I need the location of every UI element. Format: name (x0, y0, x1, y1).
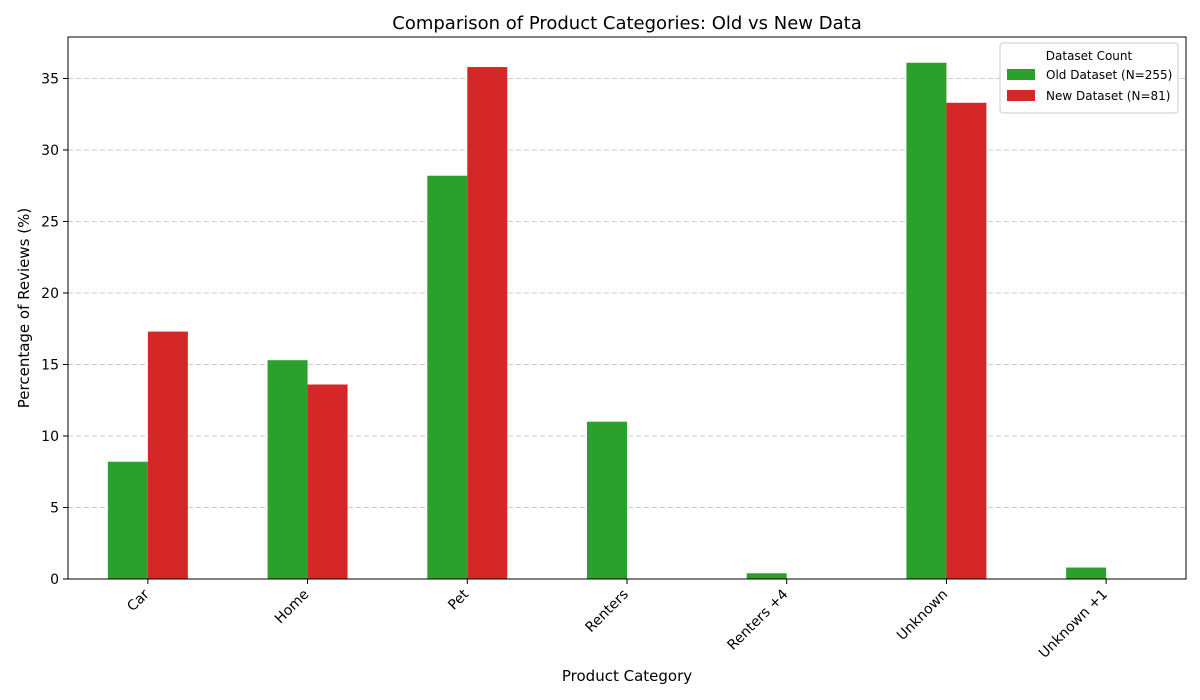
x-tick-label: Car (124, 586, 153, 615)
legend-label-old: Old Dataset (N=255) (1046, 68, 1172, 82)
bar-new-pet (467, 67, 508, 579)
legend: Dataset Count Old Dataset (N=255) New Da… (999, 42, 1179, 114)
x-tick-label: Renters (583, 587, 632, 636)
bar-old-renters (587, 421, 627, 579)
bar-old-unknown-1 (1066, 567, 1107, 579)
bar-old-car (107, 461, 148, 579)
x-tick-label: Renters +4 (724, 586, 791, 653)
bar-new-unknown (946, 102, 987, 580)
y-tick-label: 10 (41, 429, 59, 445)
bar-new-home (307, 384, 348, 579)
y-tick-label: 35 (41, 71, 59, 87)
x-tick-label: Unknown +1 (1036, 587, 1111, 662)
x-tick-label: Unknown (894, 587, 951, 644)
y-axis-label: Percentage of Reviews (%) (15, 208, 33, 408)
bar-old-unknown (906, 62, 947, 579)
y-tick-label: 30 (41, 143, 59, 159)
bar-new-car (147, 331, 188, 579)
legend-frame (999, 42, 1179, 114)
y-tick-label: 15 (41, 357, 59, 373)
legend-title: Dataset Count (1046, 49, 1133, 63)
bar-old-home (267, 360, 308, 579)
legend-label-new: New Dataset (N=81) (1046, 89, 1170, 103)
x-tick-label: Pet (445, 586, 472, 613)
x-axis-label: Product Category (562, 667, 692, 685)
legend-swatch-old (1007, 69, 1035, 80)
bar-layer (107, 62, 1107, 580)
chart-title: Comparison of Product Categories: Old vs… (392, 13, 861, 34)
bar-old-renters-4 (746, 573, 787, 579)
bar-old-pet (427, 175, 468, 579)
y-tick-label: 25 (41, 214, 59, 230)
y-tick-label: 20 (41, 286, 59, 302)
legend-swatch-new (1007, 90, 1035, 101)
y-tick-label: 0 (50, 572, 59, 588)
x-tick-label: Home (272, 587, 313, 628)
y-tick-label: 5 (50, 500, 59, 516)
